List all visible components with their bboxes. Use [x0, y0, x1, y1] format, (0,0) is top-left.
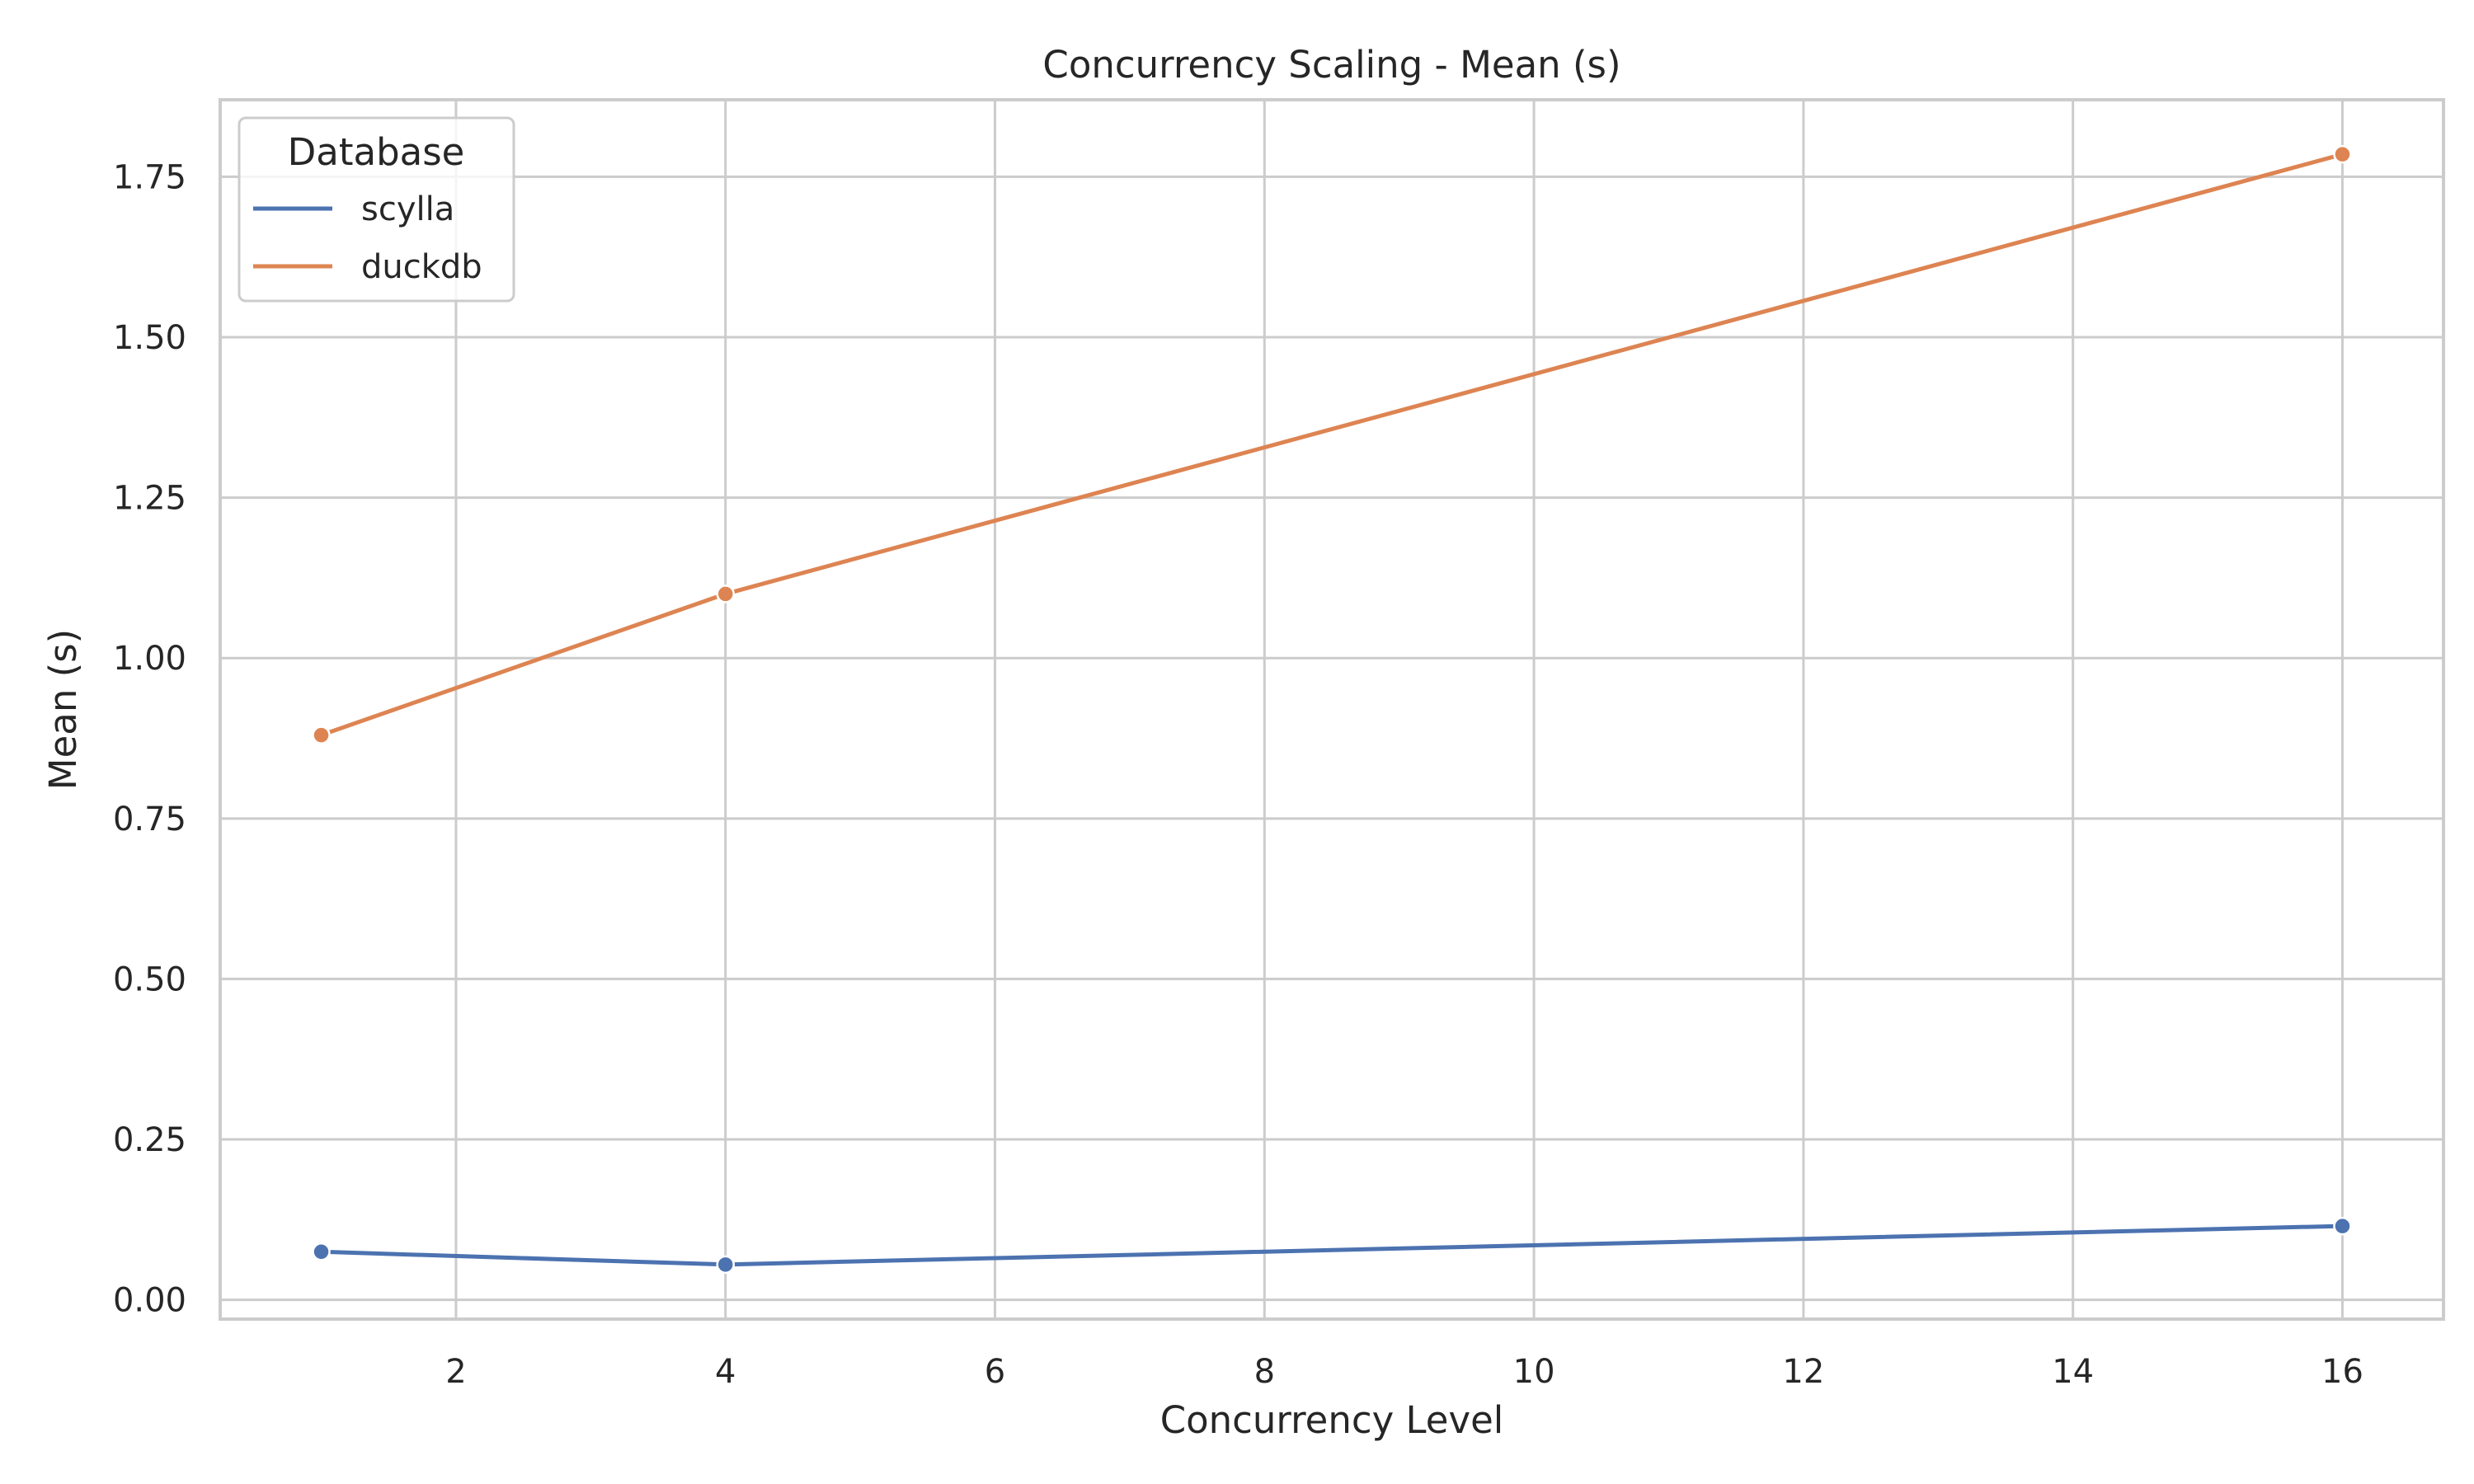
legend-label-duckdb: duckdb	[361, 248, 482, 286]
series-line-duckdb	[320, 152, 2344, 737]
x-axis-label: Concurrency Level	[1160, 1398, 1504, 1442]
grid-layer	[220, 100, 2443, 1319]
legend-items: scylla duckdb	[253, 190, 482, 286]
legend-label-scylla: scylla	[361, 190, 454, 228]
x-tick-label: 2	[445, 1353, 466, 1391]
data-point-duckdb	[716, 585, 735, 603]
y-tick-label: 1.50	[113, 319, 186, 357]
y-axis-label: Mean (s)	[41, 629, 85, 790]
data-point-duckdb	[2333, 144, 2352, 164]
legend-title: Database	[288, 130, 465, 174]
series-scylla	[312, 1216, 2352, 1275]
data-point-scylla	[312, 1242, 331, 1261]
x-tick-label: 12	[1782, 1353, 1824, 1391]
series-duckdb	[312, 144, 2352, 744]
y-tick-label: 1.75	[113, 158, 186, 196]
y-tick-label: 0.25	[113, 1121, 186, 1159]
legend: Database scylla duckdb	[238, 116, 515, 303]
x-tick-label: 10	[1513, 1353, 1555, 1391]
x-tick-label: 4	[715, 1353, 736, 1391]
legend-box	[238, 116, 515, 303]
y-tick-label: 0.75	[113, 801, 186, 838]
x-tick-label: 6	[985, 1353, 1005, 1391]
y-tick-label: 1.00	[113, 640, 186, 678]
data-point-scylla	[716, 1255, 735, 1275]
y-tick-label: 0.00	[113, 1282, 186, 1320]
tick-labels: 2 4 6 8 10 12 14 16 0.00 0.25 0.50 0.75 1.00 1.25 1.50…	[113, 158, 2363, 1391]
chart-title: Concurrency Scaling - Mean (s)	[1042, 43, 1620, 87]
series-layer	[312, 144, 2352, 1275]
series-line-scylla	[321, 1223, 2343, 1267]
plot-frame	[219, 98, 2445, 1321]
data-point-duckdb	[312, 726, 331, 744]
y-tick-label: 0.50	[113, 960, 186, 998]
y-tick-label: 1.25	[113, 480, 186, 518]
x-tick-label: 8	[1254, 1353, 1275, 1391]
x-tick-label: 16	[2321, 1353, 2363, 1391]
data-point-scylla	[2333, 1216, 2352, 1236]
x-tick-label: 14	[2052, 1353, 2094, 1391]
